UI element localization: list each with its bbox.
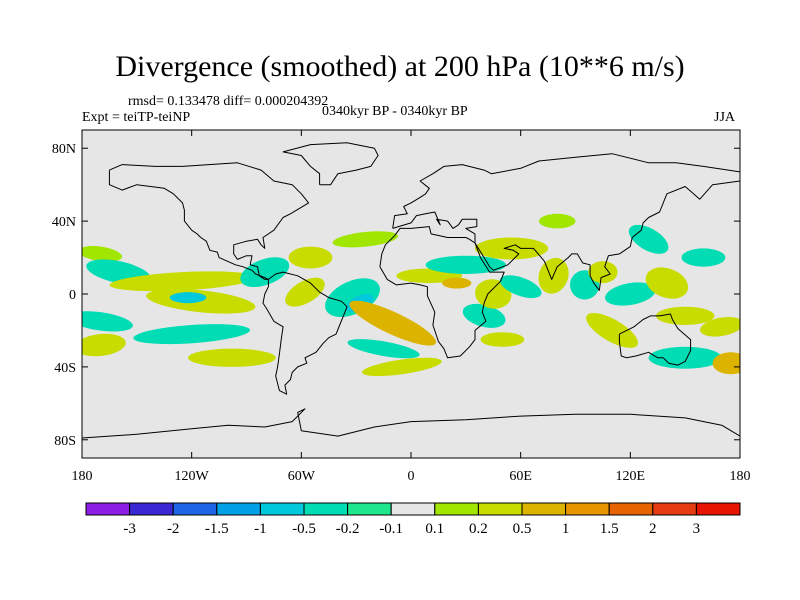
colorbar-swatch — [303, 502, 349, 516]
anomaly-patch — [538, 213, 576, 229]
anomaly-patch — [499, 275, 542, 299]
lat-tick-label: 80S — [54, 434, 76, 449]
lon-tick-label: 60E — [509, 469, 532, 484]
season-label: JJA — [714, 110, 736, 125]
anomaly-patch — [655, 306, 715, 326]
anomaly-patch — [285, 277, 325, 307]
anomaly-patch — [109, 271, 256, 292]
anomaly-patch — [169, 292, 207, 304]
colorbar-swatch — [347, 502, 392, 516]
colorbar-label: -1.5 — [205, 521, 229, 537]
anomaly-patch — [586, 313, 638, 348]
anomaly-patch — [700, 317, 740, 337]
colorbar-swatch — [259, 502, 305, 516]
colorbar-label: -3 — [123, 521, 136, 537]
coastline — [262, 271, 348, 395]
stats-text: rmsd= 0.133478 diff= 0.000204392 — [128, 94, 329, 109]
anomaly-patch — [712, 352, 740, 375]
colorbar-swatch — [477, 502, 523, 516]
colorbar-label: 2 — [649, 521, 657, 537]
anomaly-patch — [648, 346, 722, 369]
colorbar-swatch — [434, 502, 479, 516]
anomaly-patch — [240, 257, 290, 288]
anomaly-patch — [347, 339, 420, 359]
colorbar-label: 1 — [562, 521, 570, 537]
colorbar-label: 3 — [693, 521, 701, 537]
lon-tick-label: 120W — [175, 469, 210, 484]
anomaly-patch — [362, 357, 442, 377]
lon-tick-label: 60W — [288, 469, 316, 484]
colorbar-swatch — [85, 502, 131, 516]
lon-tick-label: 120E — [616, 469, 646, 484]
anomaly-patch — [82, 333, 126, 357]
colorbar-swatch — [521, 502, 567, 516]
colorbar-swatch — [695, 502, 741, 516]
colorbar-label: 0.1 — [425, 521, 444, 537]
period-label: 0340kyr BP - 0340kyr BP — [322, 104, 468, 119]
coastline — [282, 142, 379, 186]
coastline — [108, 162, 310, 280]
colorbar-label: -2 — [167, 521, 180, 537]
anomaly-patch — [332, 231, 399, 248]
colorbar-swatch — [652, 502, 697, 516]
coastline — [392, 153, 740, 291]
anomaly-patch — [605, 282, 656, 306]
anomaly-patch — [82, 311, 133, 332]
colorbar-swatch — [390, 502, 436, 516]
anomaly-patch — [133, 324, 251, 345]
anomaly-patch — [588, 261, 618, 284]
anomaly-patch — [288, 246, 333, 269]
colorbar-label: -0.1 — [379, 521, 403, 537]
anomaly-patch — [188, 348, 276, 367]
colorbar-label: 0.2 — [469, 521, 488, 537]
coastline — [618, 313, 692, 366]
anomaly-patch — [480, 332, 525, 347]
lon-tick-label: 180 — [72, 469, 93, 484]
anomaly-patch — [475, 279, 512, 309]
lat-tick-label: 40N — [52, 215, 76, 230]
colorbar-label: -0.5 — [292, 521, 316, 537]
colorbar-swatch — [129, 502, 174, 516]
anomaly-patch — [474, 237, 549, 260]
lon-tick-label: 0 — [408, 469, 415, 484]
colorbar-swatch — [608, 502, 654, 516]
anomaly-patch — [349, 300, 437, 346]
colorbar-label: 1.5 — [600, 521, 619, 537]
plot-title: Divergence (smoothed) at 200 hPa (10**6 … — [115, 50, 685, 83]
anomaly-patch — [442, 277, 472, 289]
lat-tick-label: 0 — [69, 288, 76, 303]
coastline — [82, 408, 740, 439]
colorbar-label: -0.2 — [336, 521, 360, 537]
colorbar-label: -1 — [254, 521, 267, 537]
lat-tick-label: 40S — [54, 361, 76, 376]
anomaly-patch — [681, 248, 726, 267]
coastline — [379, 226, 505, 359]
colorbar-label: 0.5 — [513, 521, 532, 537]
colorbar-swatch — [216, 502, 261, 516]
experiment-label: Expt = teiTP-teiNP — [82, 110, 191, 125]
colorbar-swatch — [565, 502, 610, 516]
anomaly-patch — [82, 246, 123, 262]
colorbar-swatch — [172, 502, 218, 516]
lat-tick-label: 80N — [52, 142, 76, 157]
anomaly-patch — [645, 267, 689, 299]
lon-tick-label: 180 — [730, 469, 751, 484]
